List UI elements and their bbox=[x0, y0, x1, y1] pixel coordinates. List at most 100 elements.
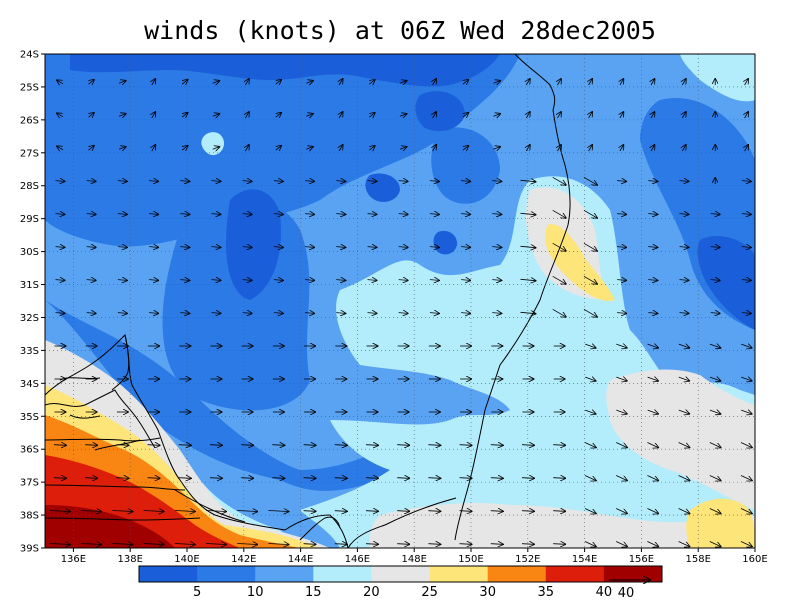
wind-vector bbox=[584, 508, 596, 514]
wind-vector bbox=[117, 313, 127, 314]
wind-vector bbox=[584, 541, 596, 547]
wind-vector bbox=[117, 214, 127, 215]
wind-vector bbox=[339, 145, 343, 152]
wind-vector bbox=[245, 145, 249, 152]
wind-vector bbox=[86, 313, 96, 314]
wind-vector bbox=[306, 147, 313, 149]
wind-vector bbox=[616, 541, 627, 547]
wind-vector bbox=[429, 181, 439, 182]
wind-vector bbox=[651, 79, 655, 86]
lon-label: 150E bbox=[458, 554, 483, 565]
wind-vector bbox=[741, 247, 751, 248]
wind-vector bbox=[620, 112, 624, 119]
wind-vector bbox=[178, 445, 191, 446]
wind-vector bbox=[53, 445, 66, 446]
colorbar-frame bbox=[138, 565, 663, 583]
colorbar-swatch bbox=[487, 566, 547, 582]
wind-vector bbox=[583, 209, 597, 218]
lon-label: 158E bbox=[685, 554, 710, 565]
wind-vector bbox=[648, 247, 657, 248]
wind-vector bbox=[709, 344, 720, 348]
wind-vector bbox=[490, 544, 503, 545]
wind-vector bbox=[552, 176, 566, 185]
wind-vector bbox=[242, 247, 252, 248]
colorbar-swatch bbox=[313, 566, 372, 582]
wind-vector bbox=[211, 214, 221, 215]
wind-vector bbox=[648, 280, 657, 281]
wind-vector bbox=[152, 79, 156, 86]
band-20-25 bbox=[369, 503, 755, 548]
lat-label: 35S bbox=[20, 412, 39, 423]
wind-vector bbox=[367, 181, 377, 182]
lon-label: 146E bbox=[345, 554, 370, 565]
wind-vector bbox=[617, 181, 626, 182]
wind-vector bbox=[647, 541, 658, 547]
wind-vector bbox=[558, 145, 562, 152]
wind-vector bbox=[493, 81, 501, 83]
colorbar: 5 10 15 20 25 30 35 40 40 bbox=[138, 565, 663, 600]
wind-vector bbox=[303, 478, 316, 479]
wind-vector bbox=[149, 247, 158, 248]
map-title: winds (knots) at 06Z Wed 28dec2005 bbox=[144, 16, 656, 45]
wind-vector bbox=[616, 442, 627, 448]
wind-vector bbox=[53, 478, 66, 479]
lat-label: 30S bbox=[20, 247, 39, 258]
wind-vector bbox=[461, 214, 470, 215]
wind-vector bbox=[86, 247, 96, 248]
band-20-25 bbox=[606, 369, 755, 510]
wind-speed-field bbox=[45, 54, 755, 548]
wind-vector bbox=[709, 508, 721, 514]
wind-vector bbox=[745, 79, 749, 86]
wind-vector bbox=[205, 544, 226, 545]
wind-vector bbox=[57, 146, 64, 150]
wind-vector bbox=[112, 511, 132, 512]
wind-vector bbox=[678, 508, 690, 514]
wind-vector bbox=[492, 313, 501, 314]
lat-label: 37S bbox=[20, 478, 39, 489]
wind-vector bbox=[398, 247, 408, 248]
wind-vector bbox=[182, 113, 187, 117]
wind-vector bbox=[336, 247, 345, 248]
wind-vector bbox=[521, 478, 534, 479]
wind-vector bbox=[89, 80, 94, 84]
wind-vector bbox=[583, 275, 597, 284]
wind-vector bbox=[49, 544, 70, 545]
wind-vector bbox=[463, 113, 468, 117]
wind-vector bbox=[273, 280, 283, 281]
wind-vector bbox=[490, 478, 503, 479]
wind-vector bbox=[617, 280, 626, 281]
wind-vector bbox=[272, 478, 284, 479]
wind-vector bbox=[336, 313, 345, 314]
wind-vector bbox=[459, 445, 472, 446]
wind-vector bbox=[651, 145, 655, 152]
colorbar-label: 30 bbox=[479, 585, 496, 600]
colorbar-swatch bbox=[545, 566, 605, 582]
wind-vector bbox=[397, 478, 409, 479]
wind-vector bbox=[584, 475, 596, 481]
lat-label: 33S bbox=[20, 346, 39, 357]
colorbar-swatch bbox=[255, 566, 314, 582]
wind-vector bbox=[679, 280, 689, 281]
wind-vector bbox=[365, 511, 378, 512]
wind-vector bbox=[369, 146, 374, 150]
wind-vector bbox=[81, 544, 101, 545]
wind-vector bbox=[305, 280, 314, 281]
wind-vector bbox=[397, 544, 409, 545]
coastline bbox=[45, 54, 571, 548]
wind-vector bbox=[399, 81, 407, 83]
colorbar-label: 40 bbox=[596, 585, 613, 600]
wind-vector bbox=[276, 113, 281, 117]
lon-label: 142E bbox=[231, 554, 256, 565]
wind-vector bbox=[679, 247, 689, 248]
wind-vector bbox=[273, 247, 283, 248]
wind-vector bbox=[520, 180, 536, 181]
wind-vector bbox=[212, 114, 220, 116]
wind-vector bbox=[428, 445, 440, 446]
lat-label: 29S bbox=[20, 214, 39, 225]
wind-vector bbox=[741, 377, 751, 381]
wind-vector bbox=[520, 279, 536, 280]
wind-vector bbox=[152, 112, 156, 119]
wind-vector bbox=[55, 247, 65, 248]
wind-vector bbox=[399, 114, 407, 116]
lon-label: 140E bbox=[174, 554, 199, 565]
